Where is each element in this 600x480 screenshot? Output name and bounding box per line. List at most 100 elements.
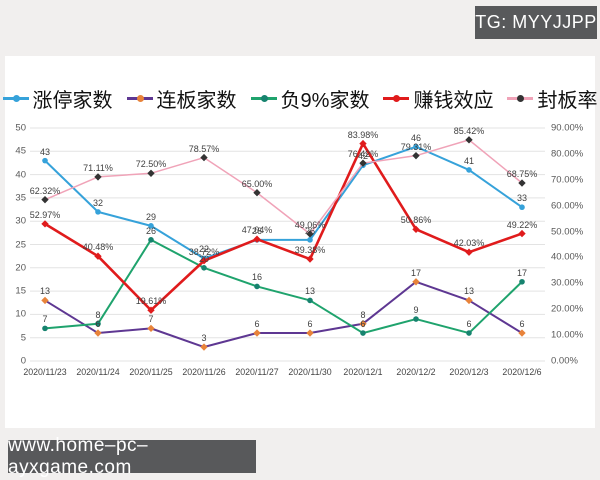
data-label: 62.32%: [29, 185, 61, 196]
data-label: 78.57%: [188, 143, 220, 154]
right-axis-tick: 40.00%: [551, 251, 584, 263]
data-label: 40.48%: [82, 242, 114, 253]
legend-label: 涨停家数: [32, 90, 113, 112]
data-label: 13: [39, 286, 51, 297]
legend-label: 负9%家数: [280, 90, 370, 112]
right-axis-tick: 70.00%: [551, 174, 584, 186]
data-label: 19.61%: [135, 296, 167, 307]
legend-line-icon: [126, 95, 153, 102]
legend-dot-icon: [517, 95, 525, 102]
data-point: [518, 229, 526, 238]
data-label: 20: [198, 253, 210, 264]
website-badge: www.home–pc–ayxgame.com: [8, 435, 256, 478]
data-point: [519, 278, 525, 285]
data-label: 6: [254, 319, 260, 330]
data-label: 79.31%: [400, 141, 432, 152]
legend-item-3: 赚钱效应: [383, 84, 493, 113]
data-label: 6: [360, 319, 366, 330]
legend-line-icon: [2, 95, 29, 102]
legend-label: 赚钱效应: [413, 90, 494, 112]
right-axis-tick: 80.00%: [551, 148, 584, 160]
data-point: [148, 237, 154, 243]
left-axis-tick: 45: [15, 145, 26, 157]
right-axis-tick: 90.00%: [551, 122, 584, 134]
data-point: [307, 297, 313, 304]
legend-item-4: 封板率: [507, 84, 597, 113]
legend-item-1: 连板家数: [126, 84, 237, 113]
left-axis-tick: 20: [15, 262, 26, 274]
left-axis-tick: 25: [15, 239, 26, 250]
data-label: 49.06%: [294, 219, 326, 230]
data-point: [359, 159, 367, 167]
left-axis-tick: 35: [15, 192, 26, 204]
chart-panel: 涨停家数 连板家数 负9%家数 赚钱效应 封板率 43 32 29 22 26 26 42 46 41 3…: [2, 56, 597, 428]
right-axis-tick: 10.00%: [551, 329, 584, 341]
x-axis-tick: 2020/12/3: [449, 367, 489, 377]
data-label: 83.98%: [347, 129, 379, 140]
data-label: 47.04%: [241, 225, 273, 236]
data-point: [466, 330, 472, 336]
data-point: [466, 167, 472, 173]
data-label: 46: [410, 132, 422, 143]
legend-item-0: 涨停家数: [2, 84, 113, 113]
legend-dot-icon: [393, 95, 401, 102]
data-label: 76.42%: [347, 149, 379, 160]
data-point: [95, 209, 101, 215]
data-point: [413, 143, 419, 150]
data-label: 50.86%: [400, 215, 432, 226]
data-point: [412, 151, 420, 160]
legend-dot-icon: [12, 95, 20, 102]
data-label: 13: [304, 286, 316, 297]
data-label: 9: [413, 305, 419, 316]
data-label: 52.97%: [29, 209, 61, 220]
series-line-3: [44, 142, 523, 312]
x-axis-tick: 2020/11/27: [235, 367, 279, 377]
data-point: [412, 225, 420, 234]
x-axis-tick: 2020/11/23: [23, 367, 67, 377]
series-line-1: [44, 280, 523, 349]
series-line-0: [44, 145, 523, 260]
x-axis-tick: 2020/11/25: [129, 367, 173, 377]
data-point: [306, 230, 314, 238]
data-point: [306, 255, 314, 263]
right-axis-tick: 30.00%: [551, 277, 584, 289]
x-axis-tick: 2020/11/30: [288, 367, 332, 377]
legend-item-2: 负9%家数: [250, 84, 370, 113]
data-label: 16: [251, 272, 263, 283]
data-point: [201, 265, 207, 271]
data-point: [42, 157, 48, 164]
data-point: [359, 320, 367, 328]
data-label: 26: [145, 225, 157, 236]
x-axis-tick: 2020/11/26: [182, 367, 226, 377]
data-point: [41, 195, 49, 204]
legend-line-icon: [250, 95, 277, 102]
data-point: [413, 316, 419, 322]
left-axis-tick: 15: [15, 285, 26, 297]
data-label: 65.00%: [241, 178, 273, 189]
left-axis-tick: 5: [20, 332, 26, 344]
data-label: 41: [463, 155, 475, 166]
data-point: [306, 329, 314, 337]
x-axis-tick: 2020/11/24: [76, 367, 120, 377]
data-point: [42, 325, 48, 332]
data-label: 17: [410, 267, 422, 278]
data-label: 42: [357, 151, 369, 162]
series-line-2: [44, 238, 523, 335]
data-label: 7: [148, 314, 154, 325]
data-label: 85.42%: [453, 125, 485, 136]
data-label: 29: [145, 211, 157, 222]
data-label: 13: [463, 286, 475, 297]
plot-area: 43 32 29 22 26 26 42 46 41 33 13 6 7 3 6 6 8 17 13 6 7 8 26 20 1…: [15, 123, 583, 378]
legend-label: 封板率: [537, 90, 598, 112]
data-point: [95, 320, 101, 327]
chart-canvas: [30, 127, 545, 362]
data-point: [412, 278, 420, 286]
right-axis-tick: 0.00%: [551, 355, 578, 367]
data-label: 3: [201, 333, 207, 344]
tg-badge: TG: MYYJJPP: [475, 6, 597, 39]
data-label: 6: [519, 319, 525, 330]
data-label: 71.11%: [83, 162, 113, 173]
data-point: [200, 343, 208, 351]
data-label: 39.38%: [294, 245, 326, 256]
